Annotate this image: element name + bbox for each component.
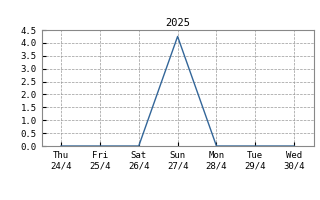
Text: Rain Rate (mm/hr): Rain Rate (mm/hr) — [96, 6, 224, 20]
Title: 2025: 2025 — [165, 18, 190, 28]
